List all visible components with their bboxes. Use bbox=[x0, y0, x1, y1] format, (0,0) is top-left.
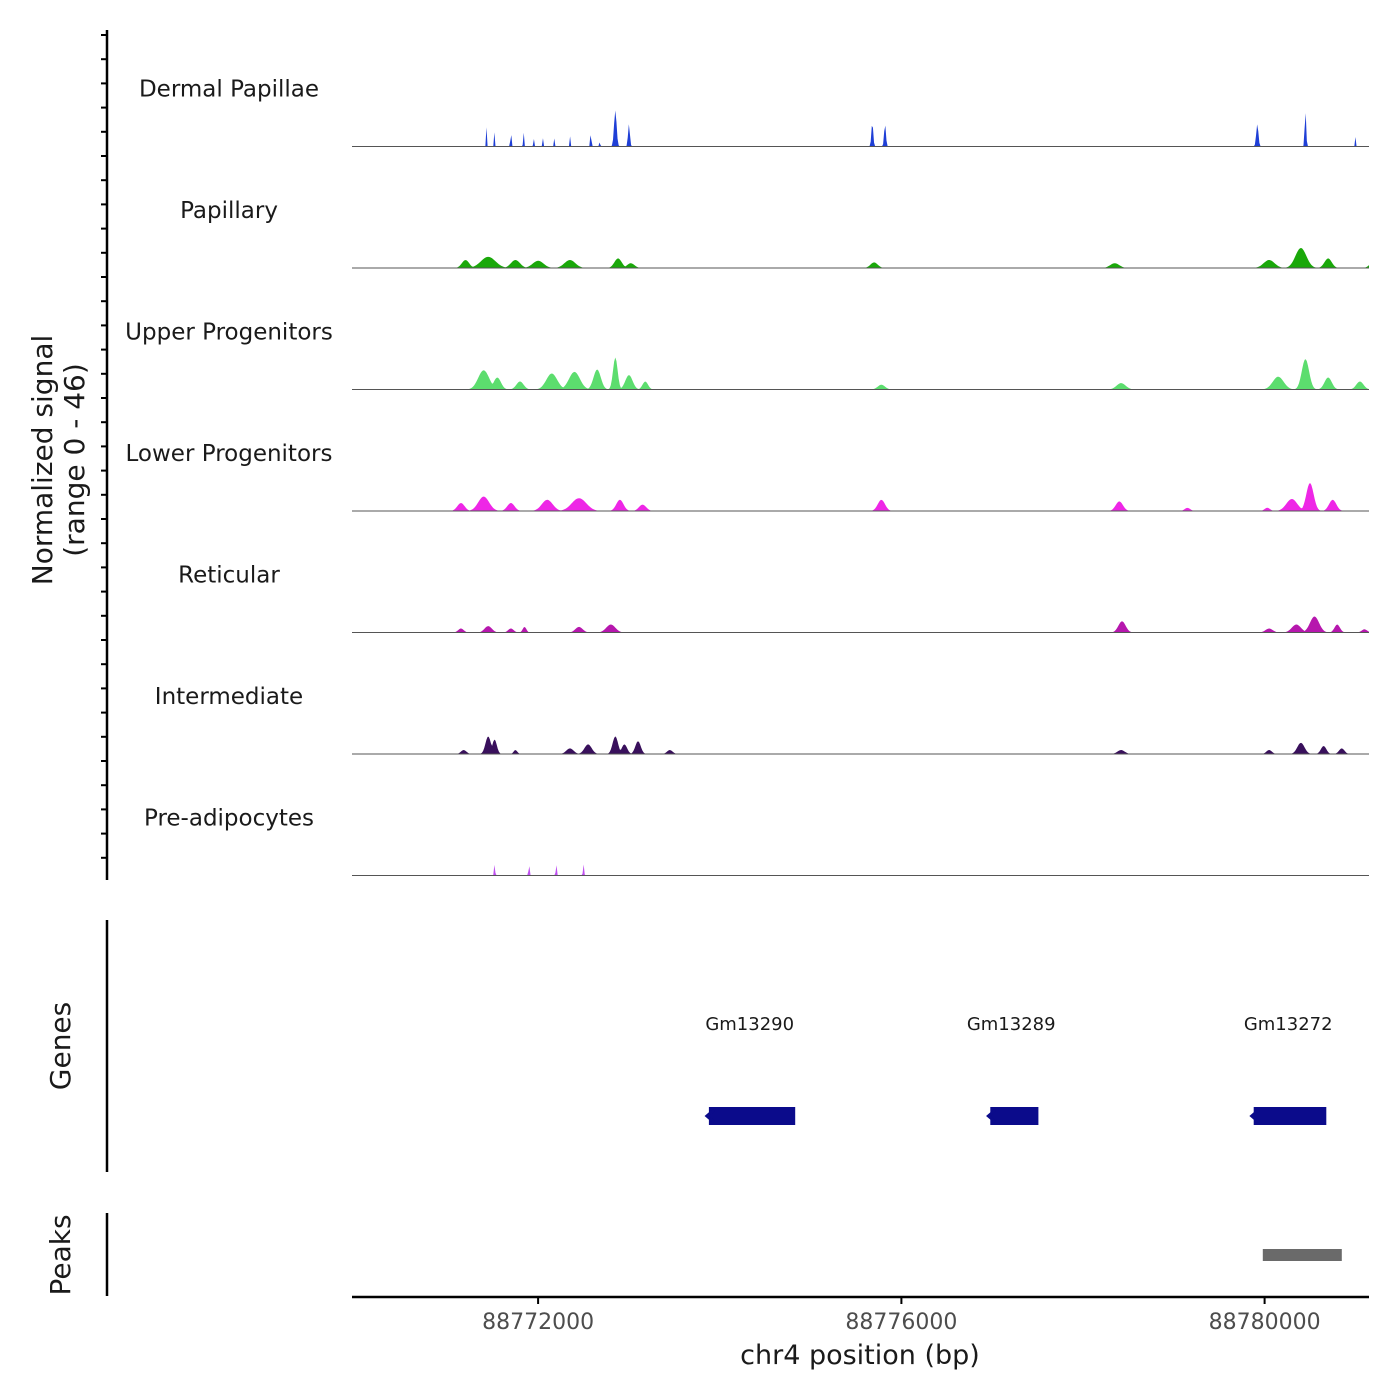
x-axis-title: chr4 position (bp) bbox=[740, 1340, 980, 1371]
genes-axis-title: Genes bbox=[44, 1002, 77, 1090]
signal-axis-title-line1: Normalized signal bbox=[26, 335, 59, 586]
signal-tracks: Dermal Papillae Papillary Upper Progenitor… bbox=[125, 77, 1369, 876]
gene-label: Gm13272 bbox=[1244, 1014, 1333, 1035]
gene-exon bbox=[1253, 1107, 1327, 1125]
x-axis-ticks: 88772000 88776000 88780000 bbox=[482, 1297, 1321, 1335]
track-signal-area bbox=[352, 483, 1369, 511]
x-tick-label: 88776000 bbox=[845, 1310, 957, 1335]
track-label: Lower Progenitors bbox=[126, 441, 333, 467]
track-reticular: Reticular bbox=[178, 563, 1369, 633]
gene-label: Gm13290 bbox=[705, 1014, 794, 1035]
track-label: Reticular bbox=[178, 563, 280, 589]
strand-arrow bbox=[1249, 1108, 1260, 1124]
strand-arrow bbox=[704, 1108, 715, 1124]
strand-arrow bbox=[986, 1108, 997, 1124]
track-dermal-papillae: Dermal Papillae bbox=[139, 77, 1369, 147]
gene-exon bbox=[708, 1107, 796, 1125]
gene-label: Gm13289 bbox=[967, 1014, 1056, 1035]
peak-track bbox=[1262, 1249, 1342, 1261]
track-signal-area bbox=[352, 616, 1369, 633]
track-signal-area bbox=[352, 248, 1369, 268]
track-lower-progenitors: Lower Progenitors bbox=[126, 441, 1369, 512]
track-papillary: Papillary bbox=[180, 198, 1369, 269]
track-label: Upper Progenitors bbox=[125, 320, 333, 346]
gene-gm13290: Gm13290 bbox=[704, 1014, 796, 1125]
track-pre-adipocytes: Pre-adipocytes bbox=[144, 806, 1369, 876]
track-label: Pre-adipocytes bbox=[144, 806, 314, 832]
track-upper-progenitors: Upper Progenitors bbox=[125, 320, 1369, 390]
track-label: Dermal Papillae bbox=[139, 77, 319, 103]
track-label: Papillary bbox=[180, 198, 278, 224]
gene-gm13289: Gm13289 bbox=[967, 1014, 1056, 1125]
peak-region bbox=[1262, 1249, 1342, 1261]
gene-track: Gm13290Gm13289Gm13272Ifnz bbox=[704, 1014, 1333, 1125]
track-signal-area bbox=[352, 736, 1369, 754]
signal-axis-title-line2: (range 0 - 46) bbox=[58, 363, 91, 557]
x-tick-label: 88772000 bbox=[482, 1310, 594, 1335]
signal-axis-ticks bbox=[101, 34, 107, 859]
x-tick-label: 88780000 bbox=[1209, 1310, 1321, 1335]
gene-gm13272: Gm13272 bbox=[1244, 1014, 1333, 1125]
track-intermediate: Intermediate bbox=[155, 684, 1369, 755]
gene-exon bbox=[990, 1107, 1039, 1125]
peaks-axis-title: Peaks bbox=[44, 1214, 77, 1295]
track-label: Intermediate bbox=[155, 684, 303, 710]
